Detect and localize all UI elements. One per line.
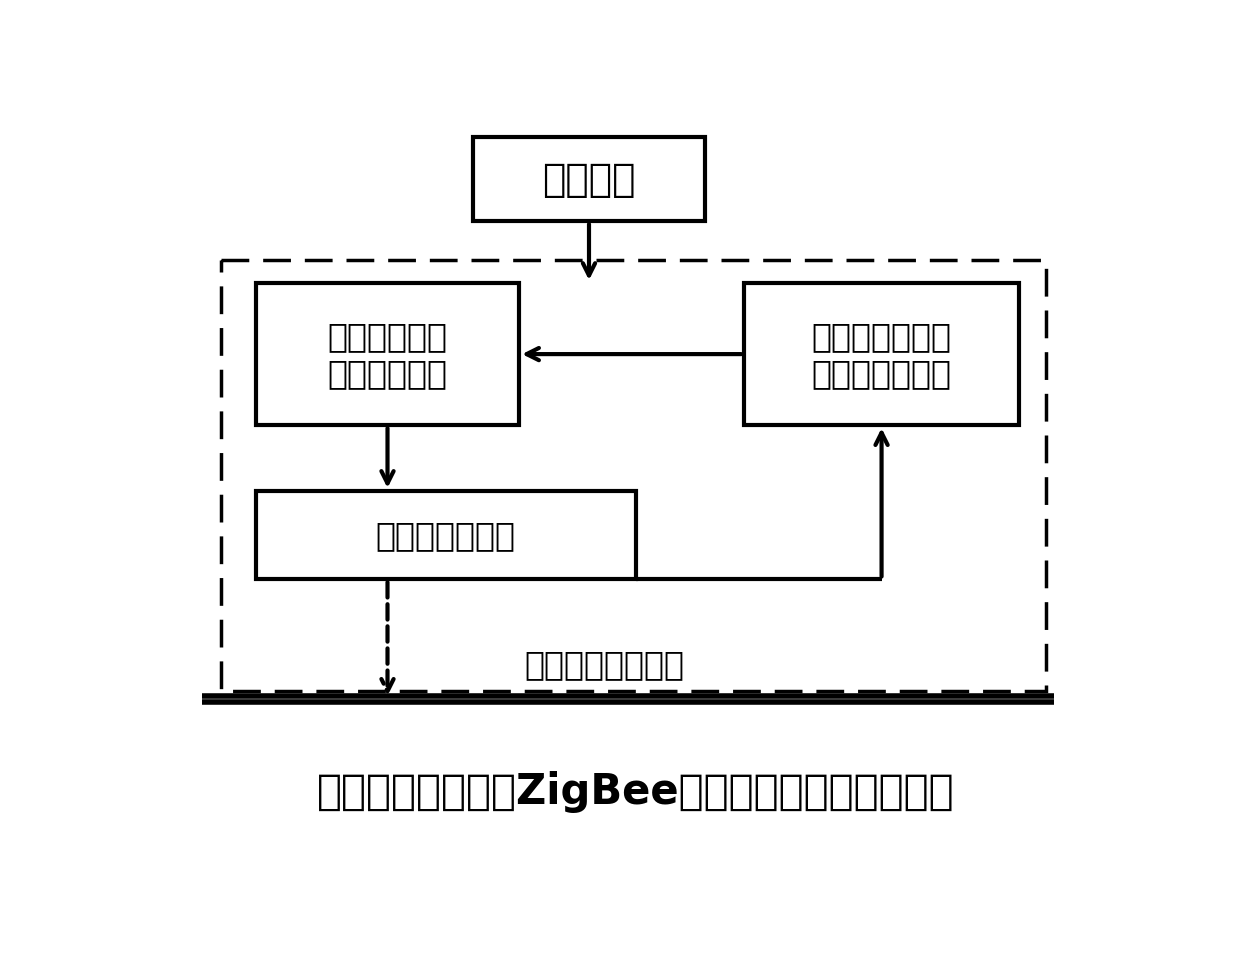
Text: 选择物理层信道: 选择物理层信道	[376, 519, 516, 552]
Text: 库中的可用度: 库中的可用度	[327, 356, 448, 390]
Text: 数据传输: 数据传输	[542, 161, 636, 199]
Text: 实时可用度算法: 实时可用度算法	[811, 320, 951, 353]
Text: 选择出的使用信道: 选择出的使用信道	[525, 648, 684, 680]
Bar	[221, 260, 1047, 691]
Bar	[472, 137, 706, 222]
Bar	[255, 491, 635, 579]
Text: 访问信道资源: 访问信道资源	[327, 320, 448, 353]
Text: 基于实时可用度的ZigBee信道动态选择方法示意图: 基于实时可用度的ZigBee信道动态选择方法示意图	[316, 770, 955, 812]
Text: 更新信道可用度: 更新信道可用度	[811, 356, 951, 390]
Bar	[744, 284, 1019, 426]
Bar	[255, 284, 520, 426]
